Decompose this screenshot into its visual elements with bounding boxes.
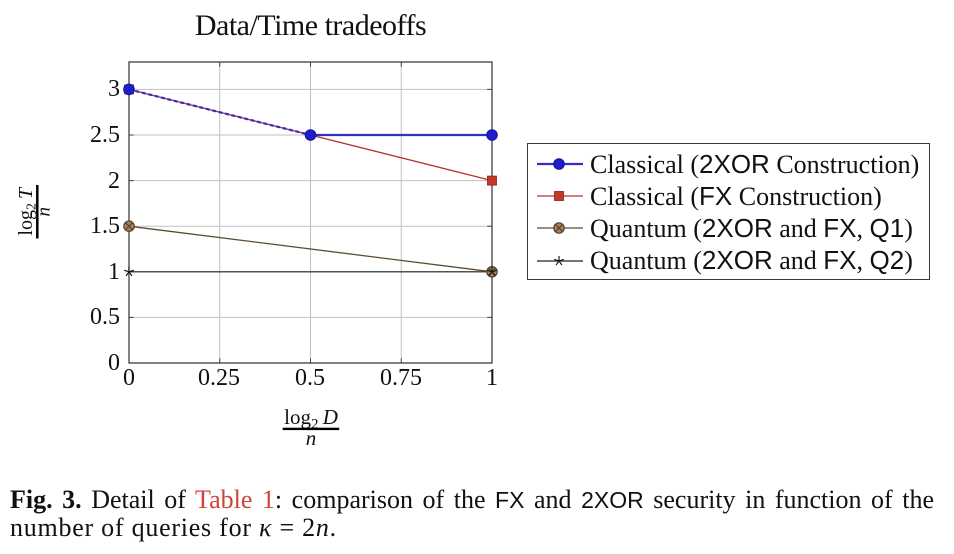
- svg-text:log2 T: log2 T: [15, 186, 39, 236]
- svg-text:n: n: [33, 207, 54, 217]
- svg-text:n: n: [306, 426, 317, 450]
